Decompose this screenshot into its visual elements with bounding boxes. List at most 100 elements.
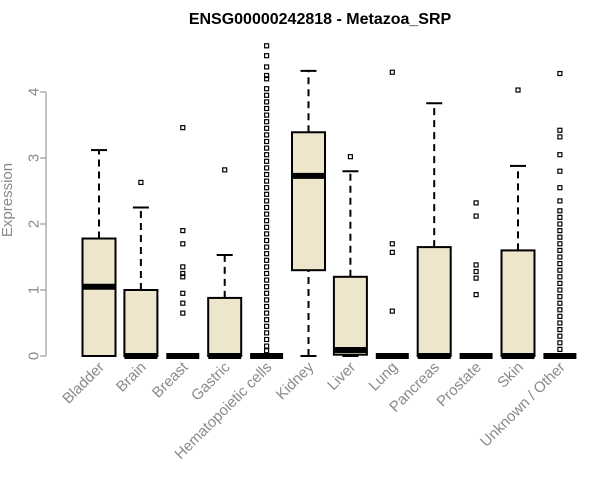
box-liver	[332, 154, 368, 357]
outlier-point	[264, 323, 270, 329]
outlier-point	[557, 320, 563, 326]
outlier-point	[557, 152, 563, 158]
outlier-point	[515, 87, 521, 93]
x-tick-label: Lung	[366, 359, 402, 395]
outlier-point	[264, 224, 270, 230]
outlier-point	[557, 247, 563, 253]
outlier-point	[180, 274, 186, 280]
outlier-point	[264, 317, 270, 323]
outlier-point	[557, 234, 563, 240]
outlier-point	[557, 346, 563, 352]
outlier-point	[264, 191, 270, 197]
outlier-point	[473, 292, 479, 298]
outlier-point	[264, 348, 270, 354]
outlier-point	[557, 340, 563, 346]
outlier-point	[264, 343, 270, 349]
outlier-point	[264, 165, 270, 171]
y-tick-label: 4	[26, 88, 43, 96]
outlier-point	[264, 231, 270, 237]
y-tick-label: 1	[26, 286, 43, 294]
outlier-point	[557, 313, 563, 319]
outlier-point	[557, 241, 563, 247]
outlier-point	[557, 307, 563, 313]
outlier-point	[264, 277, 270, 283]
outlier-point	[264, 310, 270, 316]
outlier-point	[264, 132, 270, 138]
x-tick-label: Skin	[494, 359, 527, 392]
box-brain	[123, 179, 159, 359]
outlier-point	[557, 333, 563, 339]
outlier-point	[473, 213, 479, 219]
outlier-point	[557, 274, 563, 280]
box-iqr	[291, 131, 326, 272]
outlier-point	[264, 43, 270, 49]
x-tick-label: Bladder	[59, 359, 108, 408]
outlier-point	[264, 336, 270, 343]
outlier-point	[264, 72, 270, 79]
outlier-point	[264, 237, 270, 244]
plot-area	[81, 43, 577, 359]
outlier-point	[557, 127, 563, 133]
outlier-point	[264, 218, 270, 224]
outlier-point	[264, 152, 270, 158]
outlier-point	[264, 185, 270, 191]
outlier-point	[389, 249, 395, 255]
box-iqr	[81, 237, 117, 358]
outlier-point	[264, 178, 270, 184]
outlier-point	[264, 251, 270, 257]
outlier-point	[557, 228, 563, 234]
outlier-point	[264, 284, 270, 290]
box-iqr	[332, 275, 368, 356]
outlier-point	[264, 112, 270, 118]
outlier-point	[557, 280, 563, 286]
outlier-point	[180, 290, 186, 296]
outlier-point	[264, 76, 270, 82]
outlier-point	[557, 134, 563, 140]
outlier-point	[557, 300, 563, 306]
x-tick-label: Brain	[113, 359, 150, 396]
outlier-point	[264, 330, 270, 336]
outlier-point	[264, 270, 270, 277]
outlier-point	[138, 179, 144, 186]
outlier-point	[180, 300, 186, 306]
outlier-point	[264, 297, 270, 303]
outlier-point	[264, 138, 270, 145]
outlier-point	[389, 69, 395, 75]
outlier-point	[557, 208, 563, 214]
outlier-point	[264, 105, 270, 112]
box-breast	[166, 125, 200, 359]
outlier-point	[264, 145, 270, 151]
outlier-point	[557, 294, 563, 300]
outlier-point	[557, 261, 563, 267]
outlier-point	[557, 214, 563, 220]
outlier-point	[264, 53, 270, 59]
outlier-point	[264, 290, 270, 296]
box-gastric	[207, 167, 243, 359]
outlier-point	[264, 257, 270, 263]
box-iqr	[207, 296, 243, 358]
box-pancreas	[416, 102, 452, 359]
outlier-point	[264, 119, 270, 125]
box-unknown-other	[543, 70, 577, 359]
outlier-point	[180, 228, 186, 234]
outlier-point	[264, 204, 270, 211]
outlier-point	[264, 158, 270, 164]
outlier-point	[473, 262, 479, 268]
box-kidney	[291, 69, 326, 357]
outlier-point	[473, 268, 479, 275]
box-prostate	[459, 200, 493, 359]
outlier-point	[264, 64, 270, 70]
y-tick-label: 2	[26, 220, 43, 228]
outlier-point	[264, 171, 270, 178]
x-tick-label: Kidney	[273, 358, 318, 403]
box-iqr	[500, 249, 536, 357]
outlier-point	[557, 198, 563, 204]
outlier-point	[389, 241, 395, 247]
outlier-point	[264, 198, 270, 204]
box-iqr	[416, 246, 452, 358]
outlier-point	[264, 92, 270, 98]
outlier-point	[180, 270, 186, 277]
outlier-point	[557, 168, 563, 174]
outlier-point	[557, 267, 563, 273]
